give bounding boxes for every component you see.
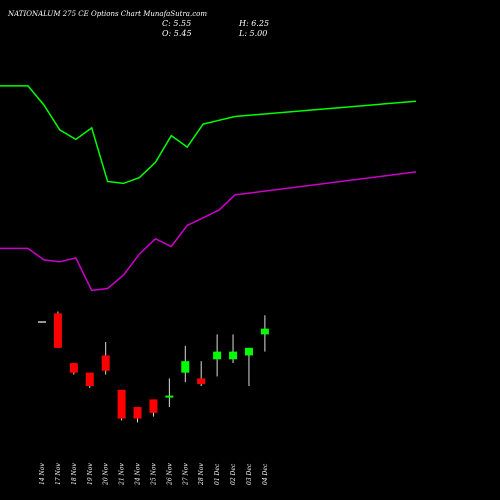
x-tick-label: 25 Nov — [150, 463, 157, 486]
candle-body — [53, 313, 62, 348]
candle-body — [213, 351, 222, 360]
bands-layer — [0, 85, 417, 292]
candle-body — [181, 361, 190, 373]
candle-body — [38, 321, 46, 324]
x-tick-label: 20 Nov — [103, 463, 110, 486]
high-value: H: 6.25 — [239, 19, 270, 28]
x-tick-label: 28 Nov — [198, 463, 205, 486]
x-tick-label: 17 Nov — [55, 463, 62, 485]
candle-body — [229, 351, 238, 360]
candle-body — [133, 407, 142, 419]
candle-body — [69, 363, 78, 373]
x-tick-label: 27 Nov — [182, 463, 189, 486]
candle-body — [260, 328, 269, 335]
candle-body — [244, 347, 253, 356]
x-tick-label: 02 Dec — [230, 463, 237, 485]
x-tick-label: 14 Nov — [39, 463, 46, 485]
lower-band-line — [0, 171, 417, 292]
low-value: L: 5.00 — [239, 29, 268, 38]
close-value: C: 5.55 — [162, 19, 192, 28]
x-tick-label: 18 Nov — [71, 463, 78, 485]
x-axis-labels: 14 Nov 17 Nov 18 Nov 19 Nov 20 Nov 21 Nov 24 N… — [39, 463, 269, 486]
candle-body — [165, 395, 174, 398]
chart-title: NATIONALUM 275 CE Options Chart MunafaSu… — [8, 10, 207, 18]
candle-body — [197, 378, 206, 385]
x-tick-label: 04 Dec — [262, 463, 269, 485]
candle-body — [117, 389, 126, 419]
candle-body — [149, 399, 158, 413]
open-value: O: 5.45 — [162, 29, 192, 38]
candles-layer — [38, 311, 269, 423]
x-tick-label: 19 Nov — [87, 463, 94, 485]
x-tick-label: 24 Nov — [135, 463, 142, 486]
x-tick-label: 01 Dec — [214, 463, 221, 485]
candle-body — [101, 355, 110, 371]
candle-body — [85, 372, 94, 387]
x-tick-label: 26 Nov — [166, 463, 173, 486]
x-tick-label: 21 Nov — [119, 463, 126, 486]
upper-band-line — [0, 85, 417, 185]
x-tick-label: 03 Dec — [246, 463, 253, 485]
